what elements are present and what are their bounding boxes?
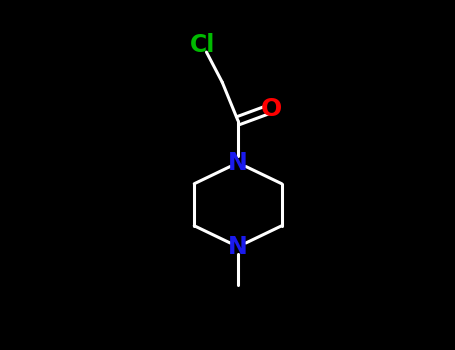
Text: O: O: [261, 97, 282, 120]
Text: Cl: Cl: [190, 34, 216, 57]
Text: N: N: [228, 235, 248, 259]
Text: N: N: [228, 151, 248, 175]
